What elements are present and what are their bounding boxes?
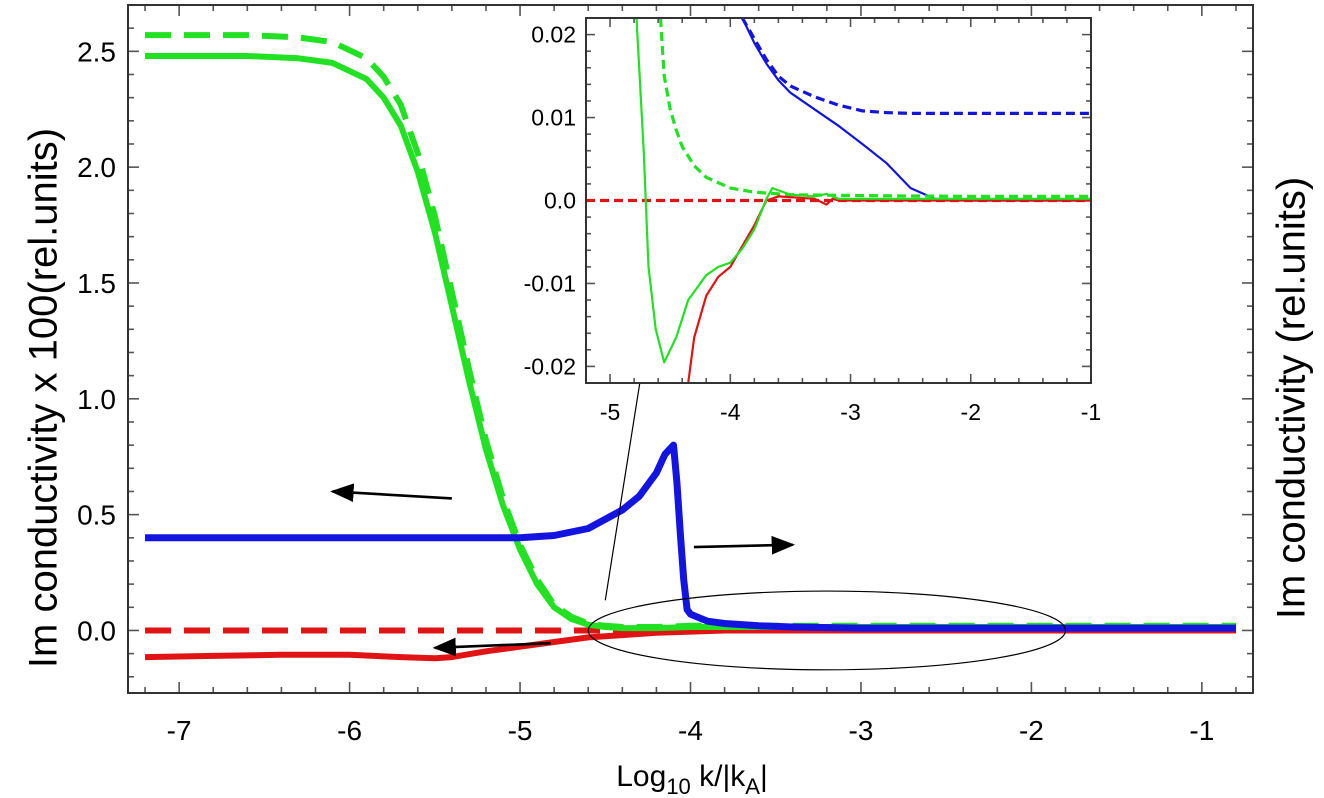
x-tick-label: -4 (678, 715, 703, 746)
main-plot-frame (127, 4, 1254, 694)
y-tick-label: 0.5 (77, 500, 116, 531)
inset-y-tick-label: 0.01 (531, 105, 576, 131)
y-tick-label: 2.5 (77, 36, 116, 67)
zoom-region-ellipse (587, 590, 1067, 671)
y-tick-label: 1.0 (77, 384, 116, 415)
series-line-red-solid (144, 627, 1236, 662)
inset-y-tick-label: 0.02 (531, 22, 576, 48)
x-label-subA: A (745, 774, 760, 798)
x-tick-label: -2 (1019, 715, 1044, 746)
inset-x-tick-label: -4 (720, 399, 741, 425)
inset-series-line-inset-blue-dashed (740, 18, 1091, 116)
inset-series-line-inset-red-solid (687, 195, 1091, 383)
inset-plot-frame (585, 17, 1092, 384)
main-data-series (144, 32, 1236, 662)
x-tick-label: -1 (1189, 715, 1214, 746)
y-tick-label: 2.0 (77, 152, 116, 183)
x-tick-label: -7 (167, 715, 192, 746)
x-label-tail: | (760, 760, 768, 793)
inset-x-tick-label: -1 (1081, 399, 1101, 425)
series-line-green-solid (145, 53, 1236, 632)
inset-tick-labels: -5 -4 -3 -2 -1 -0.02 -0.01 0.0 0.01 0.02 (524, 22, 1102, 425)
y-tick-label: 0.0 (77, 615, 116, 646)
inset-y-tick-label: 0.0 (544, 188, 576, 214)
inset-x-tick-label: -3 (840, 399, 860, 425)
annotation-arrow (330, 483, 452, 503)
x-tick-label: -5 (508, 715, 533, 746)
annotation-arrow (432, 637, 551, 657)
y-axis-label-right: Im conductivity (rel.units) (1270, 177, 1314, 619)
y-tick-label: 1.5 (77, 268, 116, 299)
inset-series-line-inset-green-dashed (658, 18, 1091, 198)
y-axis-label-left: Im conductivity x 100(rel.units) (22, 128, 66, 668)
x-tick-label: -3 (849, 715, 874, 746)
inset-series-line-inset-green-solid (635, 18, 1091, 364)
x-tick-label: -6 (337, 715, 362, 746)
series-line-blue-solid (145, 441, 1236, 632)
inset-y-tick-label: -0.02 (524, 353, 576, 379)
x-axis-label: Log10 k/|kA| (616, 760, 768, 798)
annotation-arrow (693, 535, 796, 555)
inset-data-series (586, 18, 1091, 383)
inset-y-tick-label: -0.01 (524, 270, 576, 296)
x-label-main: k/|k (691, 760, 746, 793)
x-label-sub10: 10 (666, 774, 690, 798)
main-tick-labels: -7 -6 -5 -4 -3 -2 -1 0.0 0.5 1.0 1.5 2.0 2.5 (77, 36, 1214, 746)
inset-x-tick-label: -2 (961, 399, 981, 425)
inset-x-tick-label: -5 (600, 399, 620, 425)
x-label-log: Log (616, 760, 666, 793)
